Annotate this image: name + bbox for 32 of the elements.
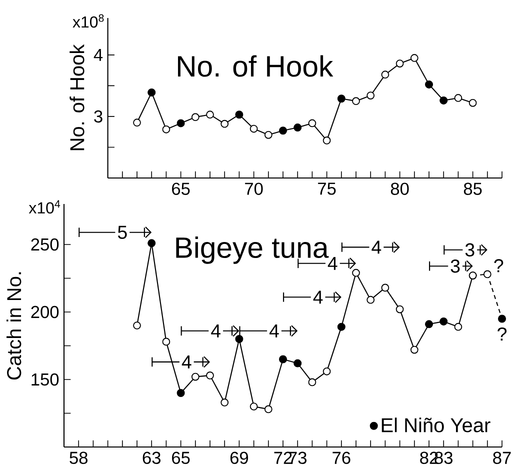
x-tick-label: 69 xyxy=(230,452,248,464)
legend-label: El Niño Year xyxy=(382,418,490,432)
y-tick-label: 250 xyxy=(31,238,59,251)
x-tick-label: 85 xyxy=(464,182,482,195)
text: x10$^{8}$ xyxy=(72,14,104,28)
legend-label: 4 xyxy=(269,324,279,338)
x-tick-label: 65 xyxy=(172,182,190,195)
y-tick-label: 150 xyxy=(32,373,59,386)
data-label: ? xyxy=(494,259,504,272)
legend-label: 4 xyxy=(313,290,323,304)
x-tick-label: 65 xyxy=(172,452,190,464)
legend-label: 4 xyxy=(182,356,192,368)
x-tick-label: 87 xyxy=(493,452,511,464)
x-tick-label: 70 xyxy=(245,182,263,195)
x-tick-label: 80 xyxy=(390,182,409,195)
text: Bigeye tuna xyxy=(176,236,329,264)
x-tick-label: 76 xyxy=(332,452,350,464)
x-tick-label: 63 xyxy=(142,452,160,464)
legend-label: 4 xyxy=(211,324,220,338)
legend-label: 3 xyxy=(465,243,474,257)
x-tick-label: 75 xyxy=(318,182,336,195)
text: No. of Hook xyxy=(178,55,334,77)
data-label: ? xyxy=(498,327,507,340)
y-axis-title: No. of Hook xyxy=(70,44,84,150)
text: x10$^{4}$ xyxy=(28,200,60,214)
legend-label: 3 xyxy=(450,259,460,273)
y-tick-label: 200 xyxy=(31,306,59,318)
y-axis-title: Catch in No. xyxy=(6,272,22,380)
legend-label: 4 xyxy=(328,256,338,270)
x-tick-label: 58 xyxy=(70,452,88,464)
legend-label: 5 xyxy=(118,226,127,239)
legend-label: 4 xyxy=(372,240,382,254)
